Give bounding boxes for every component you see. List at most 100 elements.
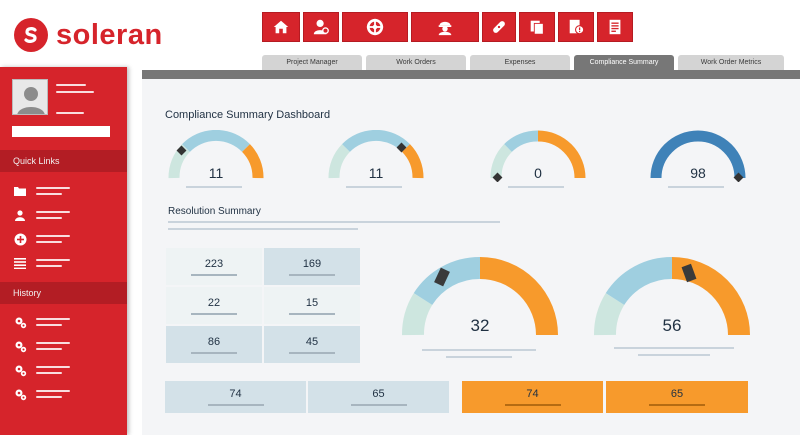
gauge-large-value-2: 56 xyxy=(662,316,682,335)
documents-button[interactable] xyxy=(519,12,555,42)
bottom-cell-underline xyxy=(207,404,264,406)
gauge-large-underline xyxy=(614,347,734,349)
support-button[interactable] xyxy=(342,12,408,42)
user-settings-button[interactable] xyxy=(303,12,339,42)
bandage-icon xyxy=(493,21,505,33)
resolution-summary-title: Resolution Summary xyxy=(168,206,261,217)
bottom-cell-value: 65 xyxy=(372,388,385,400)
quick-link-add[interactable] xyxy=(13,232,27,246)
history-label-line xyxy=(36,342,70,344)
brand-name: soleran xyxy=(56,18,163,51)
grid-cell: 45 xyxy=(264,326,360,363)
top-toolbar xyxy=(262,12,633,42)
grid-cell-underline xyxy=(289,351,335,354)
person-silhouette-icon xyxy=(17,87,45,114)
gauge-needle-marker xyxy=(434,267,450,287)
quick-link-person[interactable] xyxy=(13,208,27,222)
gauge-large-underline xyxy=(638,354,710,356)
bottom-summary-cell: 65 xyxy=(606,381,748,413)
profile-search-box[interactable] xyxy=(12,126,110,137)
gauge-small-3 xyxy=(490,130,586,182)
tab-work-orders[interactable]: Work Orders xyxy=(366,55,466,70)
bottom-summary-cell: 74 xyxy=(462,381,603,413)
history-item[interactable] xyxy=(13,339,27,353)
history-label-line xyxy=(36,396,62,398)
gears-icon xyxy=(15,389,26,400)
gauge-large-value-1: 32 xyxy=(470,316,490,335)
alerts-button[interactable] xyxy=(558,12,594,42)
logo[interactable]: soleran xyxy=(14,18,163,52)
gauge-small-1 xyxy=(168,130,264,179)
gauge-small-underline xyxy=(508,186,564,188)
report-icon xyxy=(609,19,621,35)
grid-cell: 169 xyxy=(264,248,360,285)
tab-compliance-summary[interactable]: Compliance Summary xyxy=(574,55,674,70)
gauge-small-value-3: 0 xyxy=(534,165,542,181)
home-button[interactable] xyxy=(262,12,300,42)
quick-link-list[interactable] xyxy=(13,256,27,270)
add-icon xyxy=(14,233,26,245)
gauge-small-underline xyxy=(346,186,402,188)
quick-links-header: Quick Links xyxy=(0,150,127,172)
history-label-line xyxy=(36,348,62,350)
gauge-large-underline xyxy=(446,356,512,358)
quick-link-label-line xyxy=(36,193,62,195)
gauge-small-underline xyxy=(668,186,724,188)
history-label-line xyxy=(36,390,70,392)
grid-cell-value: 169 xyxy=(302,257,322,270)
avatar[interactable] xyxy=(12,79,48,115)
gears-icon xyxy=(15,365,26,376)
grid-cell-value: 15 xyxy=(305,296,319,309)
bottom-cell-underline xyxy=(649,404,705,406)
history-label-line xyxy=(36,366,70,368)
workers-button[interactable] xyxy=(411,12,479,42)
history-label-line xyxy=(36,372,62,374)
grid-cell-underline xyxy=(289,312,335,315)
list-icon xyxy=(14,258,26,269)
bottom-cell-value: 65 xyxy=(670,388,684,400)
home-icon xyxy=(273,20,289,34)
gauge-needle-marker xyxy=(681,263,697,283)
gauge-needle-marker xyxy=(733,172,744,182)
history-label-line xyxy=(36,324,62,326)
user-settings-icon xyxy=(313,19,329,35)
quick-link-label-line xyxy=(36,187,70,189)
history-header: History xyxy=(0,282,127,304)
gauge-small-value-2: 11 xyxy=(368,165,384,181)
quick-link-label-line xyxy=(36,265,62,267)
quick-link-label-line xyxy=(36,241,62,243)
tab-expenses[interactable]: Expenses xyxy=(470,55,570,70)
gauge-large-underline xyxy=(422,349,536,351)
folder-icon xyxy=(14,187,26,196)
bottom-cell-value: 74 xyxy=(526,388,539,400)
tab-work-order-metrics[interactable]: Work Order Metrics xyxy=(678,55,784,70)
bottom-cell-underline xyxy=(350,404,407,406)
quick-link-folder[interactable] xyxy=(13,184,27,198)
lifebuoy-icon xyxy=(366,18,384,36)
gears-icon xyxy=(15,317,26,328)
profile-info-line xyxy=(56,112,84,114)
tab-project-manager[interactable]: Project Manager xyxy=(262,55,362,70)
grid-cell-value: 22 xyxy=(207,296,221,309)
grid-cell-value: 223 xyxy=(204,257,224,270)
quick-link-label-line xyxy=(36,217,62,219)
resolution-underline xyxy=(168,221,500,223)
gauge-small-2 xyxy=(328,130,424,179)
history-item[interactable] xyxy=(13,363,27,377)
grid-cell-value: 86 xyxy=(207,335,221,348)
gauge-large-2 xyxy=(594,256,750,336)
tab-strip: Project Manager Work Orders Expenses Com… xyxy=(262,55,784,70)
gauge-small-underline xyxy=(186,186,242,188)
grid-cell: 223 xyxy=(166,248,262,285)
profile-name-line xyxy=(56,84,86,86)
grid-cell-underline xyxy=(289,273,335,276)
gauge-small-value-4: 98 xyxy=(690,165,706,181)
bottom-cell-value: 74 xyxy=(229,388,242,400)
dashboard-title: Compliance Summary Dashboard xyxy=(165,109,331,121)
history-item[interactable] xyxy=(13,387,27,401)
reports-button[interactable] xyxy=(597,12,633,42)
history-item[interactable] xyxy=(13,315,27,329)
history-label-line xyxy=(36,318,70,320)
quick-link-label-line xyxy=(36,235,70,237)
health-button[interactable] xyxy=(482,12,516,42)
